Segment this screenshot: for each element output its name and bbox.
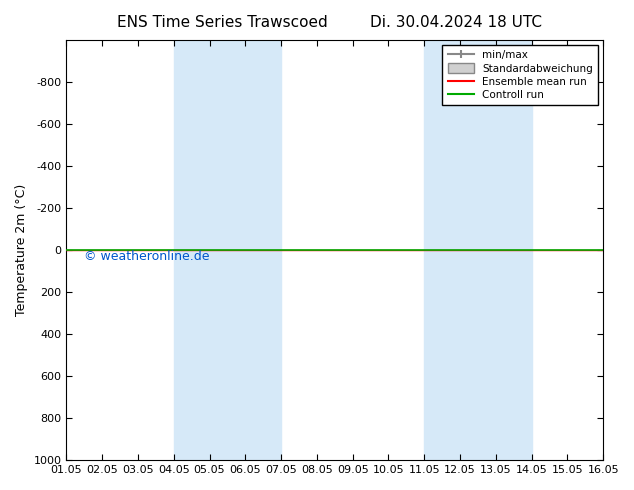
Bar [424, 40, 532, 460]
Text: ENS Time Series Trawscoed: ENS Time Series Trawscoed [117, 15, 327, 30]
Text: Di. 30.04.2024 18 UTC: Di. 30.04.2024 18 UTC [370, 15, 543, 30]
Legend: min/max, Standardabweichung, Ensemble mean run, Controll run: min/max, Standardabweichung, Ensemble me… [443, 45, 598, 105]
Y-axis label: Temperature 2m (°C): Temperature 2m (°C) [15, 184, 28, 316]
Bar [174, 40, 281, 460]
Text: © weatheronline.de: © weatheronline.de [84, 250, 210, 263]
